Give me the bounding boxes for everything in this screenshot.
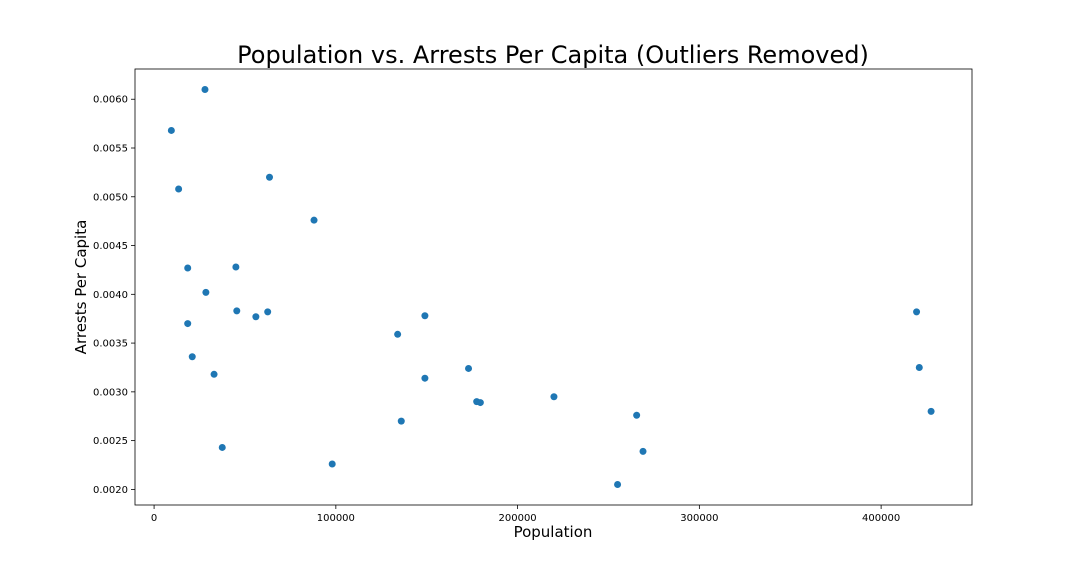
data-point [233, 307, 241, 315]
data-point [397, 417, 405, 425]
x-tick-label: 100000 [317, 513, 355, 524]
y-axis-label: Arrests Per Capita [72, 220, 90, 355]
data-point [913, 308, 921, 316]
y-tick-label: 0.0045 [93, 241, 128, 252]
x-tick-label: 200000 [499, 513, 537, 524]
data-point [633, 411, 641, 419]
data-point [252, 313, 260, 321]
data-point [421, 374, 429, 382]
x-axis: 0 100000 200000 300000 400000 [151, 505, 900, 524]
data-point [465, 364, 473, 372]
data-point [614, 481, 622, 489]
data-point [218, 443, 226, 451]
data-point [394, 330, 402, 338]
y-tick-label: 0.0060 [93, 95, 128, 106]
data-point [310, 216, 318, 224]
x-tick-label: 300000 [680, 513, 718, 524]
y-tick-label: 0.0020 [93, 485, 128, 496]
y-tick-label: 0.0025 [93, 436, 128, 447]
x-axis-label: Population [514, 523, 593, 541]
data-point [202, 288, 210, 296]
y-tick-label: 0.0055 [93, 144, 128, 155]
data-point [201, 85, 209, 93]
chart-title: Population vs. Arrests Per Capita (Outli… [237, 41, 869, 69]
x-tick-label: 400000 [862, 513, 900, 524]
x-tick-label: 0 [151, 513, 157, 524]
y-tick-label: 0.0035 [93, 339, 128, 350]
data-point [639, 447, 647, 455]
data-point [184, 264, 192, 272]
data-point [175, 185, 183, 193]
data-point [184, 320, 192, 328]
data-point [266, 173, 274, 181]
data-points [167, 85, 935, 489]
data-point [915, 363, 923, 371]
data-point [188, 353, 196, 361]
data-point [476, 399, 484, 407]
y-tick-label: 0.0030 [93, 387, 128, 398]
data-point [550, 393, 558, 401]
data-point [328, 460, 336, 468]
data-point [264, 308, 272, 316]
y-tick-label: 0.0040 [93, 290, 128, 301]
data-point [210, 370, 218, 378]
data-point [927, 407, 935, 415]
y-tick-label: 0.0050 [93, 192, 128, 203]
data-point [421, 312, 429, 320]
y-axis: 0.0020 0.0025 0.0030 0.0035 0.0040 0.0045 0.00… [93, 95, 135, 496]
data-point [167, 126, 175, 134]
plot-frame [134, 68, 973, 506]
data-point [232, 263, 240, 271]
